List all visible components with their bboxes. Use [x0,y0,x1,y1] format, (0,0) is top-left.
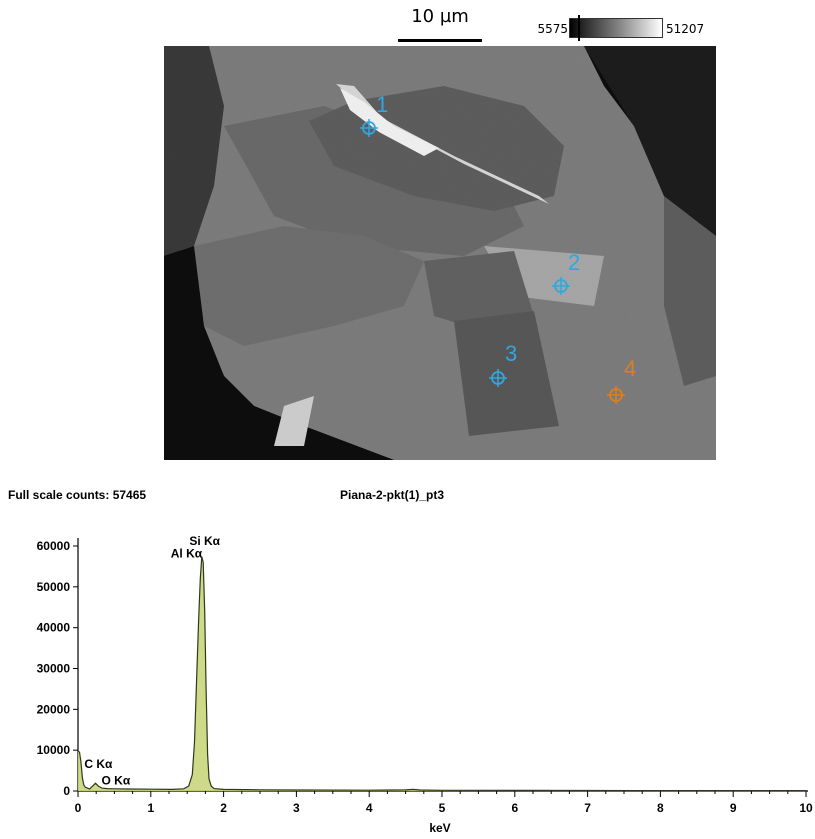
x-tick-label: 1 [147,801,154,815]
point-2-marker[interactable]: 2 [552,250,580,295]
y-tick-label: 0 [63,784,70,798]
point-4-label: 4 [624,356,636,381]
peak-label: Si Kα [189,534,220,548]
y-tick-label: 50000 [37,580,71,594]
y-tick-label: 20000 [37,702,71,716]
point-4-marker[interactable]: 4 [607,356,636,404]
x-tick-label: 8 [657,801,664,815]
point-3-marker[interactable]: 3 [489,341,517,387]
point-1-label: 1 [376,92,388,117]
point-2-label: 2 [568,250,580,275]
y-tick-label: 60000 [37,539,71,553]
scale-bar [398,39,482,42]
eds-spectrum-chart: Full scale counts: 57465 Piana-2-pkt(1)_… [8,488,813,835]
y-tick-label: 10000 [37,743,71,757]
grayscale-max-label: 51207 [666,22,705,36]
x-tick-label: 5 [439,801,446,815]
x-axis-label: keV [429,821,450,835]
peak-label: C Kα [84,757,113,771]
point-3-label: 3 [505,341,517,366]
spectrum-line [77,556,806,792]
x-tick-label: 10 [799,801,813,815]
x-tick-label: 6 [511,801,518,815]
x-tick-label: 9 [730,801,737,815]
grayscale-marker [578,15,580,41]
grayscale-bar [569,18,663,38]
x-tick-label: 4 [366,801,373,815]
plot-area: 0 10000 20000 30000 40000 50000 60000 0 1 2 3 4 5 6 7 8… [37,534,813,815]
grayscale-min-label: 5575 [537,22,568,36]
x-tick-label: 7 [584,801,591,815]
x-tick-label: 0 [75,801,82,815]
y-tick-label: 30000 [37,662,71,676]
peak-label: O Kα [101,773,130,787]
chart-title: Piana-2-pkt(1)_pt3 [340,488,444,502]
point-1-marker[interactable]: 1 [360,92,388,137]
full-scale-counts-label: Full scale counts: 57465 [8,488,146,502]
spectrum-fill [78,556,806,791]
y-tick-label: 40000 [37,621,71,635]
x-tick-label: 2 [220,801,227,815]
sem-micrograph: 1 2 3 4 [164,46,716,460]
peak-label: Al Kα [171,546,203,560]
x-tick-label: 3 [293,801,300,815]
scale-bar-label: 10 µm [411,6,469,27]
